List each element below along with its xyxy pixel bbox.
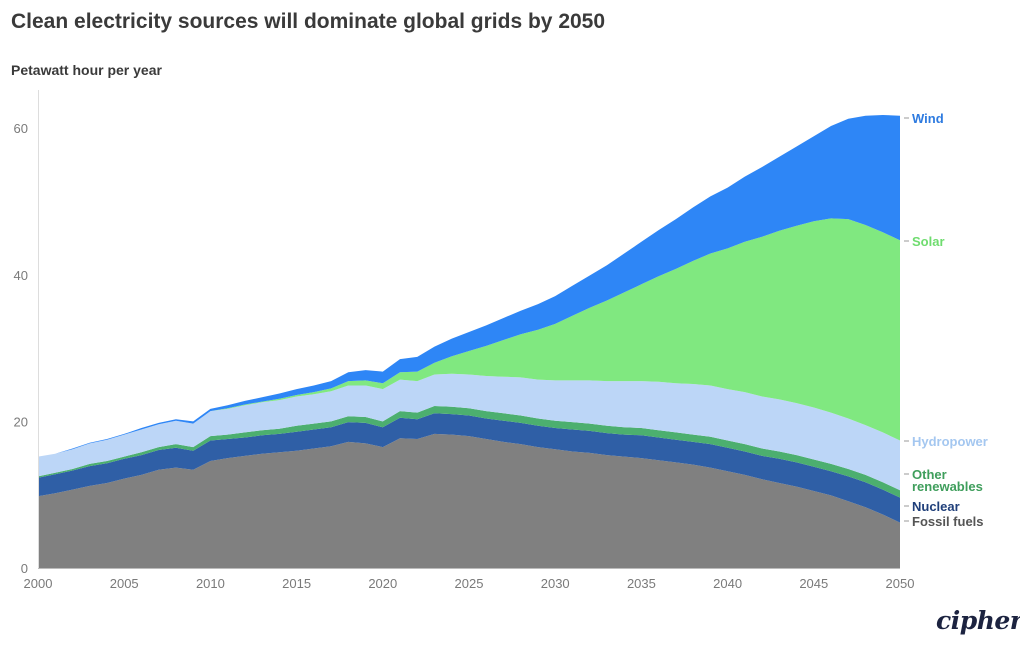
- area-solar: [38, 218, 900, 457]
- series-label-hydropower: Hydropower: [912, 434, 988, 449]
- x-tick-label: 2050: [886, 576, 915, 591]
- y-tick-label: 0: [21, 561, 28, 576]
- x-tick-label: 2025: [455, 576, 484, 591]
- y-tick-label: 40: [14, 268, 28, 283]
- series-label-solar: Solar: [912, 234, 945, 249]
- x-tick-label: 2030: [541, 576, 570, 591]
- series-label-wind: Wind: [912, 111, 944, 126]
- x-tick-label: 2010: [196, 576, 225, 591]
- area-fossil-fuels: [38, 433, 900, 568]
- series-label-fossil-fuels: Fossil fuels: [912, 514, 984, 529]
- area-wind: [38, 115, 900, 457]
- series-label-other-renewables: Other renewables: [912, 467, 983, 494]
- logo-text: cipher: [936, 606, 1020, 635]
- chart-title: Clean electricity sources will dominate …: [11, 10, 606, 33]
- area-nuclear: [38, 413, 900, 523]
- x-tick-label: 2035: [627, 576, 656, 591]
- x-tick-label: 2000: [24, 576, 53, 591]
- area-layer: [38, 115, 900, 568]
- y-tick-label: 60: [14, 121, 28, 136]
- y-tick-label: 20: [14, 414, 28, 429]
- area-hydropower: [38, 373, 900, 491]
- x-tick-label: 2020: [368, 576, 397, 591]
- series-label-nuclear: Nuclear: [912, 499, 960, 514]
- cipher-logo: cipher: [936, 606, 1020, 635]
- y-axis-unit-label: Petawatt hour per year: [11, 62, 162, 78]
- x-tick-label: 2045: [799, 576, 828, 591]
- x-tick-label: 2040: [713, 576, 742, 591]
- y-tick-labels: 0 20 40 60: [14, 121, 28, 576]
- x-tick-labels: 2000 2005 2010 2015 2020 2025 2030 2035 2040 2045…: [24, 576, 915, 591]
- x-tick-label: 2005: [110, 576, 139, 591]
- x-tick-label: 2015: [282, 576, 311, 591]
